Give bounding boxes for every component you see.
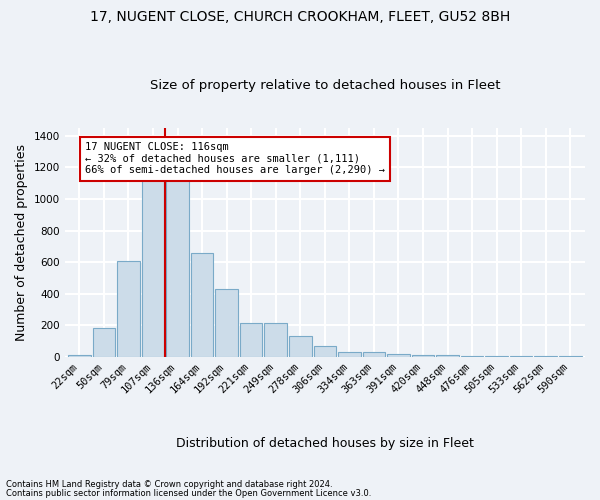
Bar xyxy=(191,252,214,357)
Bar xyxy=(314,346,336,357)
Bar xyxy=(240,323,262,357)
Bar xyxy=(485,356,508,357)
Bar xyxy=(142,178,164,357)
Bar xyxy=(436,356,459,357)
Bar xyxy=(117,260,140,357)
Bar xyxy=(215,289,238,357)
Y-axis label: Number of detached properties: Number of detached properties xyxy=(15,144,28,341)
Bar xyxy=(166,178,189,357)
Title: Size of property relative to detached houses in Fleet: Size of property relative to detached ho… xyxy=(149,79,500,92)
Bar xyxy=(265,323,287,357)
Bar xyxy=(68,354,91,357)
X-axis label: Distribution of detached houses by size in Fleet: Distribution of detached houses by size … xyxy=(176,437,474,450)
Bar xyxy=(362,352,385,357)
Bar xyxy=(92,328,115,357)
Text: 17, NUGENT CLOSE, CHURCH CROOKHAM, FLEET, GU52 8BH: 17, NUGENT CLOSE, CHURCH CROOKHAM, FLEET… xyxy=(90,10,510,24)
Bar xyxy=(289,336,311,357)
Bar xyxy=(387,354,410,357)
Text: Contains HM Land Registry data © Crown copyright and database right 2024.: Contains HM Land Registry data © Crown c… xyxy=(6,480,332,489)
Text: Contains public sector information licensed under the Open Government Licence v3: Contains public sector information licen… xyxy=(6,488,371,498)
Bar xyxy=(461,356,484,357)
Bar xyxy=(338,352,361,357)
Bar xyxy=(412,354,434,357)
Text: 17 NUGENT CLOSE: 116sqm
← 32% of detached houses are smaller (1,111)
66% of semi: 17 NUGENT CLOSE: 116sqm ← 32% of detache… xyxy=(85,142,385,176)
